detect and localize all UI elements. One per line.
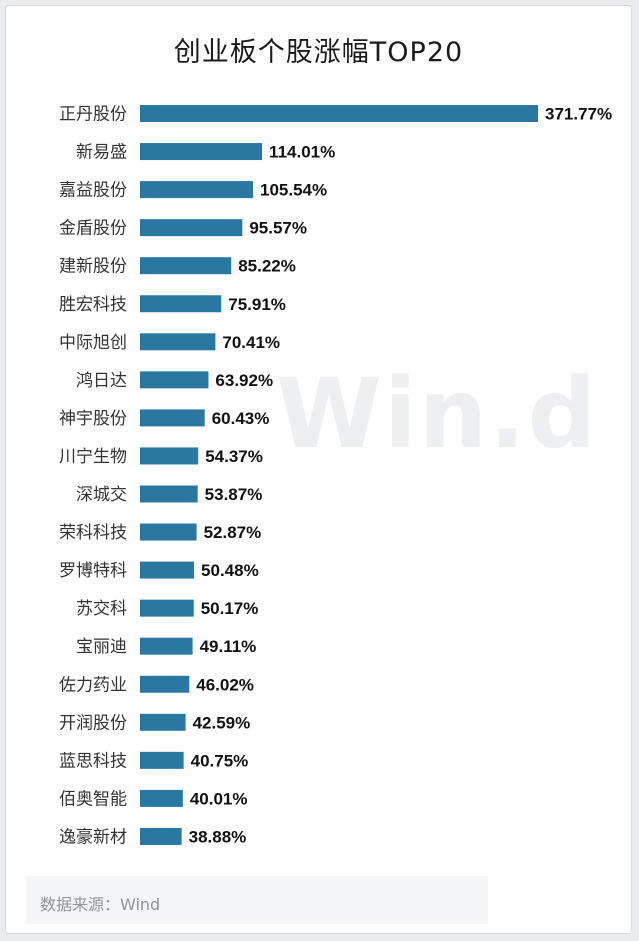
category-label: 新易盛 xyxy=(76,143,127,163)
category-label: 嘉益股份 xyxy=(59,181,127,201)
value-label: 95.57% xyxy=(249,219,307,238)
bar xyxy=(140,713,186,731)
source-text: 数据来源：Wind xyxy=(40,895,161,914)
category-label: 蓝思科技 xyxy=(59,751,127,771)
category-label: 胜宏科技 xyxy=(59,295,127,315)
category-label: 正丹股份 xyxy=(59,105,127,125)
bar xyxy=(140,827,182,845)
category-label: 佐力药业 xyxy=(59,675,127,695)
value-label: 38.88% xyxy=(189,827,247,846)
value-label: 46.02% xyxy=(196,675,254,694)
category-label: 中际旭创 xyxy=(59,333,127,353)
bar xyxy=(140,295,222,313)
value-label: 105.54% xyxy=(260,181,327,200)
category-label: 荣科科技 xyxy=(59,523,127,543)
value-label: 42.59% xyxy=(193,713,251,732)
value-label: 52.87% xyxy=(204,523,262,542)
value-label: 53.87% xyxy=(205,485,263,504)
category-label: 苏交科 xyxy=(76,599,127,619)
bar xyxy=(140,751,184,769)
category-label: 逸豪新材 xyxy=(59,826,127,847)
value-label: 75.91% xyxy=(228,295,286,314)
bar xyxy=(140,143,263,161)
bar xyxy=(140,485,198,503)
bar xyxy=(140,447,199,465)
category-label: 开润股份 xyxy=(59,713,127,733)
category-label: 佰奥智能 xyxy=(59,789,127,809)
bar xyxy=(140,371,209,389)
bar xyxy=(140,675,190,693)
bar xyxy=(140,409,205,427)
chart-card: 创业板个股涨幅TOP20 Win.d 正丹股份 371.77% 新易盛 114.01%… xyxy=(5,5,632,934)
value-label: 54.37% xyxy=(205,447,263,466)
bar xyxy=(140,181,253,199)
value-label: 70.41% xyxy=(222,333,280,352)
value-label: 114.01% xyxy=(269,143,335,162)
category-label: 鸿日达 xyxy=(76,371,127,391)
value-label: 50.48% xyxy=(201,561,259,580)
source-box: 数据来源：Wind xyxy=(26,876,488,924)
bar xyxy=(140,637,193,655)
wind-watermark: Win.d xyxy=(276,358,599,470)
value-label: 60.43% xyxy=(212,409,270,428)
bar xyxy=(140,257,232,275)
category-label: 建新股份 xyxy=(59,257,127,277)
bar-chart: 正丹股份 371.77% 新易盛 114.01% 嘉益股份 105.54% 金盾股份 95.5… xyxy=(59,105,612,848)
category-label: 川宁生物 xyxy=(59,447,127,467)
value-label: 371.77% xyxy=(545,105,612,124)
bar xyxy=(140,219,243,237)
bar xyxy=(140,105,538,122)
bar xyxy=(140,523,197,541)
value-label: 40.01% xyxy=(190,789,248,808)
value-label: 50.17% xyxy=(201,599,259,618)
category-label: 金盾股份 xyxy=(59,219,127,239)
category-label: 神宇股份 xyxy=(59,409,127,429)
bar xyxy=(140,561,195,579)
category-label: 深城交 xyxy=(76,485,127,505)
value-label: 49.11% xyxy=(200,637,257,656)
value-label: 40.75% xyxy=(191,751,249,770)
value-label: 63.92% xyxy=(215,371,273,390)
bar xyxy=(140,333,216,351)
category-label: 罗博特科 xyxy=(59,561,127,581)
chart-title: 创业板个股涨幅TOP20 xyxy=(173,37,464,68)
value-label: 85.22% xyxy=(238,257,296,276)
bar xyxy=(140,789,183,807)
bar xyxy=(140,599,194,617)
category-label: 宝丽迪 xyxy=(76,637,127,657)
